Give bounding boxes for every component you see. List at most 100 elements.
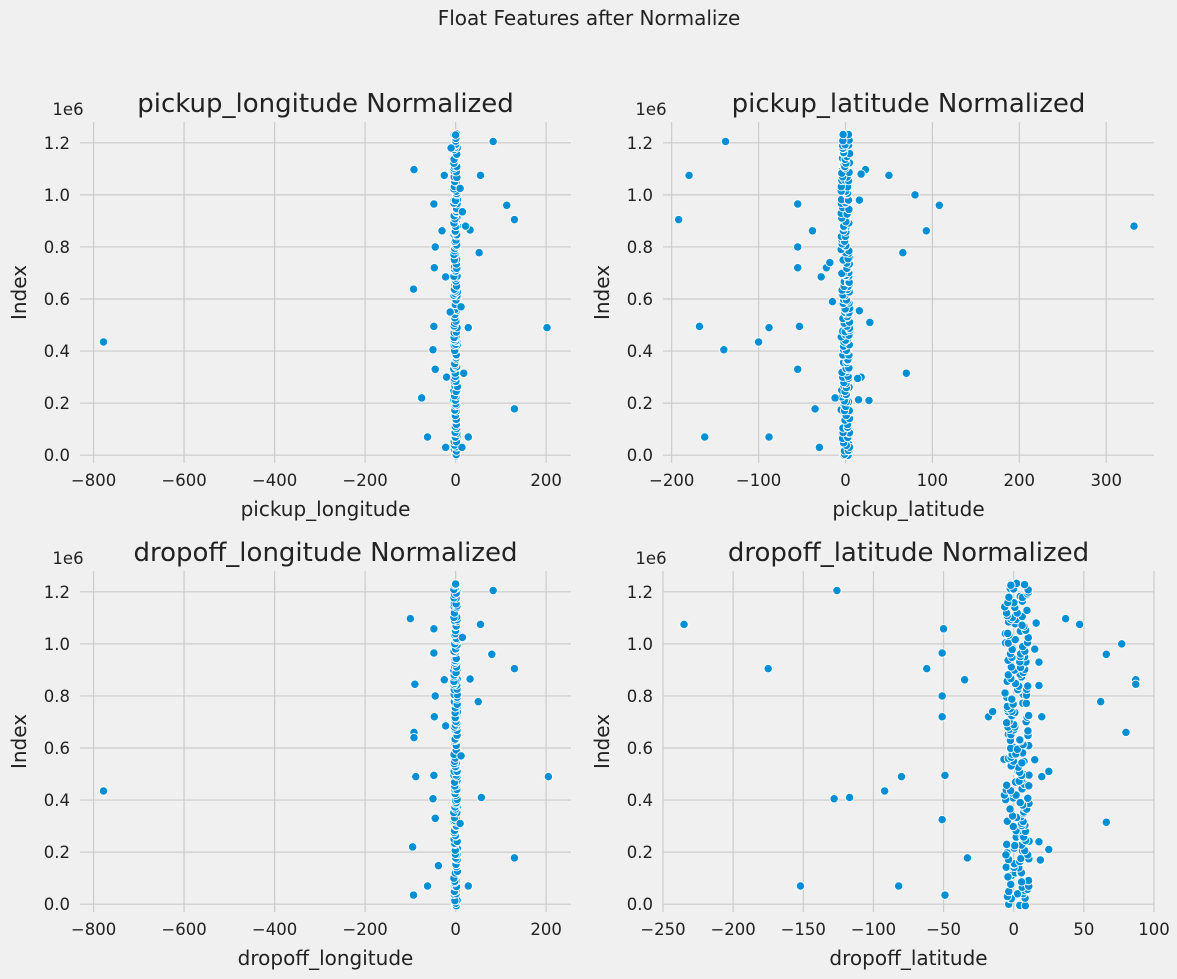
scatter-point — [853, 395, 864, 405]
scatter-point — [488, 136, 498, 147]
scatter-point — [894, 881, 904, 891]
scatter-point — [988, 706, 998, 717]
scatter-point — [1101, 649, 1111, 659]
y-offset-label: 1e6 — [52, 549, 83, 568]
dense-band-point — [1003, 872, 1013, 882]
scatter-point — [456, 302, 466, 312]
dense-band-point — [1007, 694, 1017, 704]
scatter-point — [417, 393, 427, 403]
scatter-point — [921, 226, 931, 236]
scatter-point — [430, 364, 440, 374]
scatter-point — [409, 164, 419, 175]
scatter-point — [910, 190, 920, 200]
scatter-point — [1060, 613, 1071, 624]
dense-band-point — [1022, 605, 1032, 616]
subplot-1: −800 −600 −400 −200 0 200 0.0 0.2 0.4 0.6 0.8 1.0 1.… — [7, 89, 571, 521]
scatter-point — [827, 296, 838, 307]
scatter-point — [422, 432, 433, 442]
y-offset-label: 1e6 — [635, 549, 666, 568]
scatter-point — [433, 861, 444, 871]
scatter-points — [673, 128, 1139, 460]
scatter-point — [807, 226, 818, 236]
scatter-point — [410, 679, 420, 689]
scatter-point — [428, 345, 438, 355]
scatter-point — [830, 393, 840, 403]
x-tick-label: −200 — [649, 471, 694, 490]
scatter-point — [1096, 697, 1106, 707]
scatter-point — [509, 404, 520, 414]
scatter-point — [463, 881, 473, 891]
scatter-point — [440, 442, 451, 453]
y-tick-label: 0.8 — [627, 238, 653, 257]
scatter-point — [810, 404, 820, 414]
scatter-point — [962, 853, 973, 863]
scatter-point — [429, 648, 439, 658]
scatter-point — [832, 585, 842, 596]
scatter-point — [450, 579, 461, 589]
x-tick-label: 50 — [1073, 920, 1094, 939]
figure-title: Float Features after Normalize — [438, 6, 741, 30]
scatter-point — [460, 221, 471, 231]
y-tick-label: 0.2 — [627, 394, 653, 413]
scatter-point — [430, 813, 440, 823]
y-tick-label: 0.4 — [627, 342, 653, 361]
scatter-point — [439, 675, 449, 685]
scatter-point — [1030, 755, 1040, 765]
dense-band-point — [1005, 804, 1015, 814]
scatter-point — [764, 432, 774, 442]
dense-band-point — [1001, 780, 1012, 790]
x-tick-label: 0 — [840, 471, 851, 490]
scatter-point — [411, 771, 421, 782]
grid-lines — [80, 122, 571, 463]
dense-band-point — [1016, 877, 1027, 887]
scatter-point — [816, 272, 826, 282]
scatter-point — [1101, 817, 1111, 827]
dense-band-point — [1015, 797, 1025, 808]
scatter-point — [1129, 221, 1139, 231]
x-tick-label: 0 — [1008, 920, 1019, 939]
scatter-point — [408, 890, 419, 900]
y-tick-label: 1.2 — [44, 583, 70, 602]
y-tick-label: 0.8 — [44, 687, 70, 706]
y-offset-label: 1e6 — [635, 100, 666, 119]
dense-band-point — [1001, 862, 1011, 872]
scatter-point — [753, 337, 764, 347]
dense-band-point — [1023, 793, 1033, 803]
scatter-point — [793, 199, 803, 209]
scatter-point — [700, 432, 710, 442]
y-tick-label: 0.8 — [44, 238, 70, 257]
scatter-point — [429, 712, 439, 722]
subplot-title: dropoff_latitude Normalized — [728, 538, 1089, 568]
scatter-point — [429, 263, 439, 273]
y-tick-label: 0.4 — [44, 791, 70, 810]
scatter-point — [429, 321, 439, 331]
scatter-point — [884, 170, 894, 181]
scatter-point — [475, 619, 486, 630]
scatter-point — [1037, 771, 1047, 782]
scatter-point — [509, 214, 520, 225]
scatter-point — [422, 881, 433, 891]
x-tick-label: 200 — [530, 471, 562, 490]
scatter-point — [409, 732, 419, 743]
y-tick-label: 1.2 — [627, 134, 653, 153]
x-tick-label: 200 — [530, 920, 562, 939]
y-tick-label: 0.6 — [44, 739, 70, 758]
scatter-point — [856, 169, 866, 179]
dense-band-point — [1008, 821, 1018, 832]
y-tick-label: 0.6 — [44, 290, 70, 309]
y-tick-label: 1.0 — [627, 635, 653, 654]
scatter-point — [1131, 679, 1141, 689]
scatter-point — [1117, 639, 1127, 649]
scatter-point — [825, 257, 835, 268]
scatter-point — [934, 200, 945, 210]
scatter-point — [937, 814, 947, 825]
scatter-point — [1030, 644, 1040, 654]
scatter-point — [854, 306, 865, 316]
scatter-points — [98, 129, 552, 461]
scatter-point — [1037, 712, 1047, 722]
scatter-point — [474, 248, 484, 258]
scatter-point — [1121, 727, 1131, 738]
dense-band-point — [1023, 726, 1033, 736]
scatter-point — [440, 272, 451, 282]
